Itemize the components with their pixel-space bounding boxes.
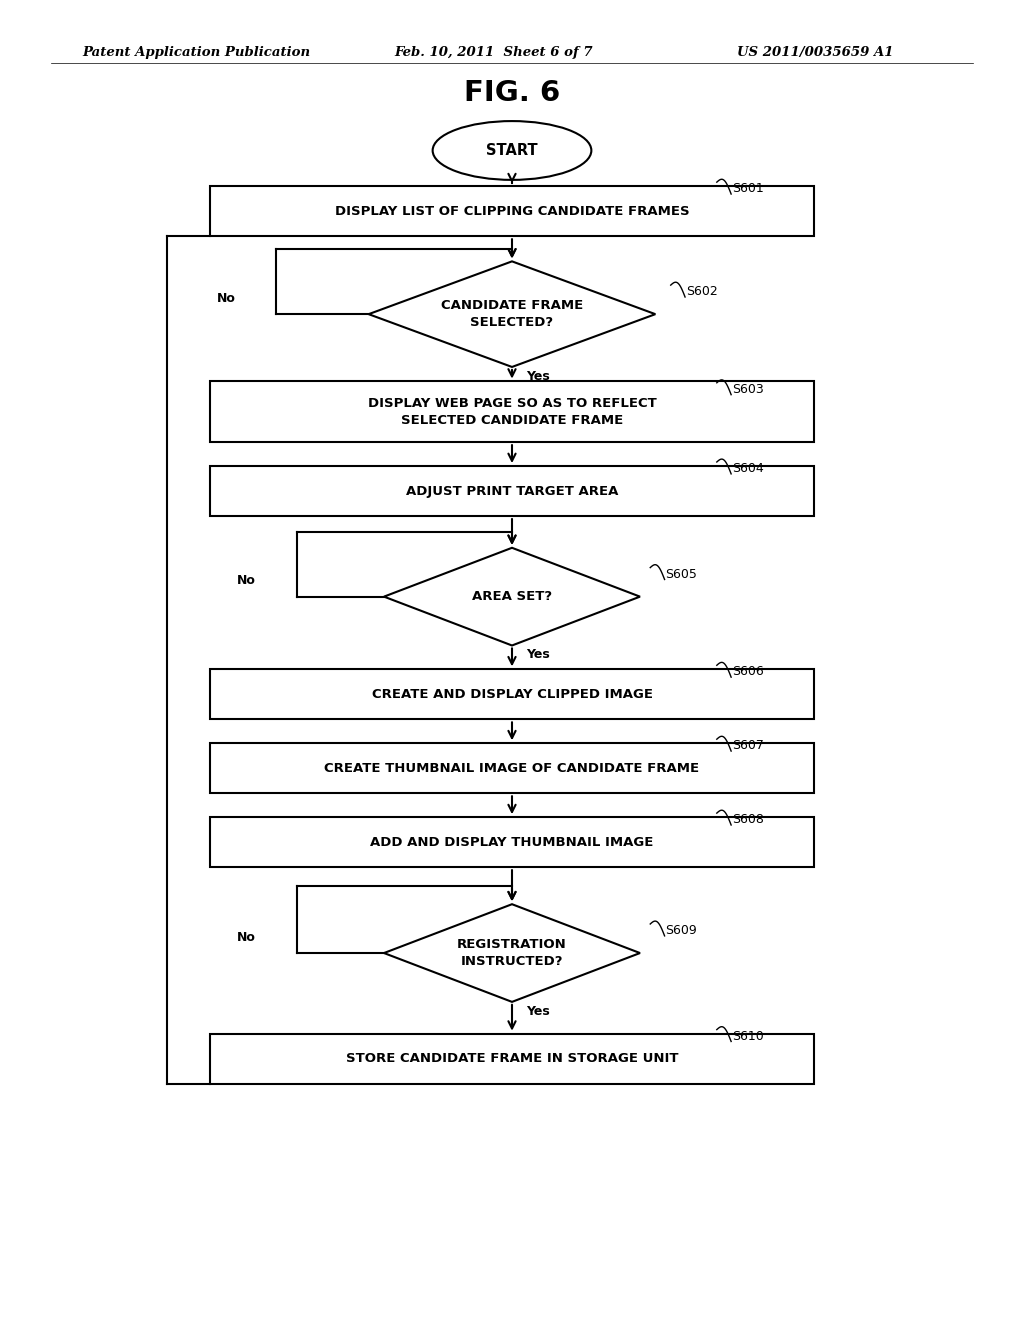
Text: START: START [486,143,538,158]
Bar [210,466,814,516]
Bar [210,186,814,236]
Text: S603: S603 [732,383,764,396]
Text: DISPLAY LIST OF CLIPPING CANDIDATE FRAMES: DISPLAY LIST OF CLIPPING CANDIDATE FRAME… [335,205,689,218]
Polygon shape [369,261,655,367]
Text: Feb. 10, 2011  Sheet 6 of 7: Feb. 10, 2011 Sheet 6 of 7 [394,46,593,59]
Text: ADD AND DISPLAY THUMBNAIL IMAGE: ADD AND DISPLAY THUMBNAIL IMAGE [371,836,653,849]
Text: Yes: Yes [526,1005,550,1018]
Bar [210,381,814,442]
Text: Patent Application Publication: Patent Application Publication [82,46,310,59]
Text: S608: S608 [732,813,764,826]
Text: DISPLAY WEB PAGE SO AS TO REFLECT
SELECTED CANDIDATE FRAME: DISPLAY WEB PAGE SO AS TO REFLECT SELECT… [368,397,656,426]
Text: CREATE AND DISPLAY CLIPPED IMAGE: CREATE AND DISPLAY CLIPPED IMAGE [372,688,652,701]
Text: S609: S609 [666,924,697,937]
Text: S607: S607 [732,739,764,752]
Text: ADJUST PRINT TARGET AREA: ADJUST PRINT TARGET AREA [406,484,618,498]
Polygon shape [384,904,640,1002]
Text: S610: S610 [732,1030,764,1043]
Ellipse shape [432,121,592,180]
Text: No: No [238,931,256,944]
Text: S606: S606 [732,665,764,678]
Bar [210,1034,814,1084]
Text: S602: S602 [686,285,718,298]
Text: S604: S604 [732,462,764,475]
Text: No: No [238,574,256,587]
Bar [210,817,814,867]
Text: FIG. 6: FIG. 6 [464,79,560,107]
Text: S601: S601 [732,182,764,195]
Bar [210,669,814,719]
Bar [210,743,814,793]
Text: REGISTRATION
INSTRUCTED?: REGISTRATION INSTRUCTED? [457,939,567,968]
Text: Yes: Yes [526,648,550,661]
Text: Yes: Yes [526,370,550,383]
Text: STORE CANDIDATE FRAME IN STORAGE UNIT: STORE CANDIDATE FRAME IN STORAGE UNIT [346,1052,678,1065]
Text: CREATE THUMBNAIL IMAGE OF CANDIDATE FRAME: CREATE THUMBNAIL IMAGE OF CANDIDATE FRAM… [325,762,699,775]
Text: US 2011/0035659 A1: US 2011/0035659 A1 [737,46,894,59]
Text: CANDIDATE FRAME
SELECTED?: CANDIDATE FRAME SELECTED? [441,300,583,329]
Text: No: No [217,292,236,305]
Polygon shape [384,548,640,645]
Text: AREA SET?: AREA SET? [472,590,552,603]
Text: S605: S605 [666,568,697,581]
